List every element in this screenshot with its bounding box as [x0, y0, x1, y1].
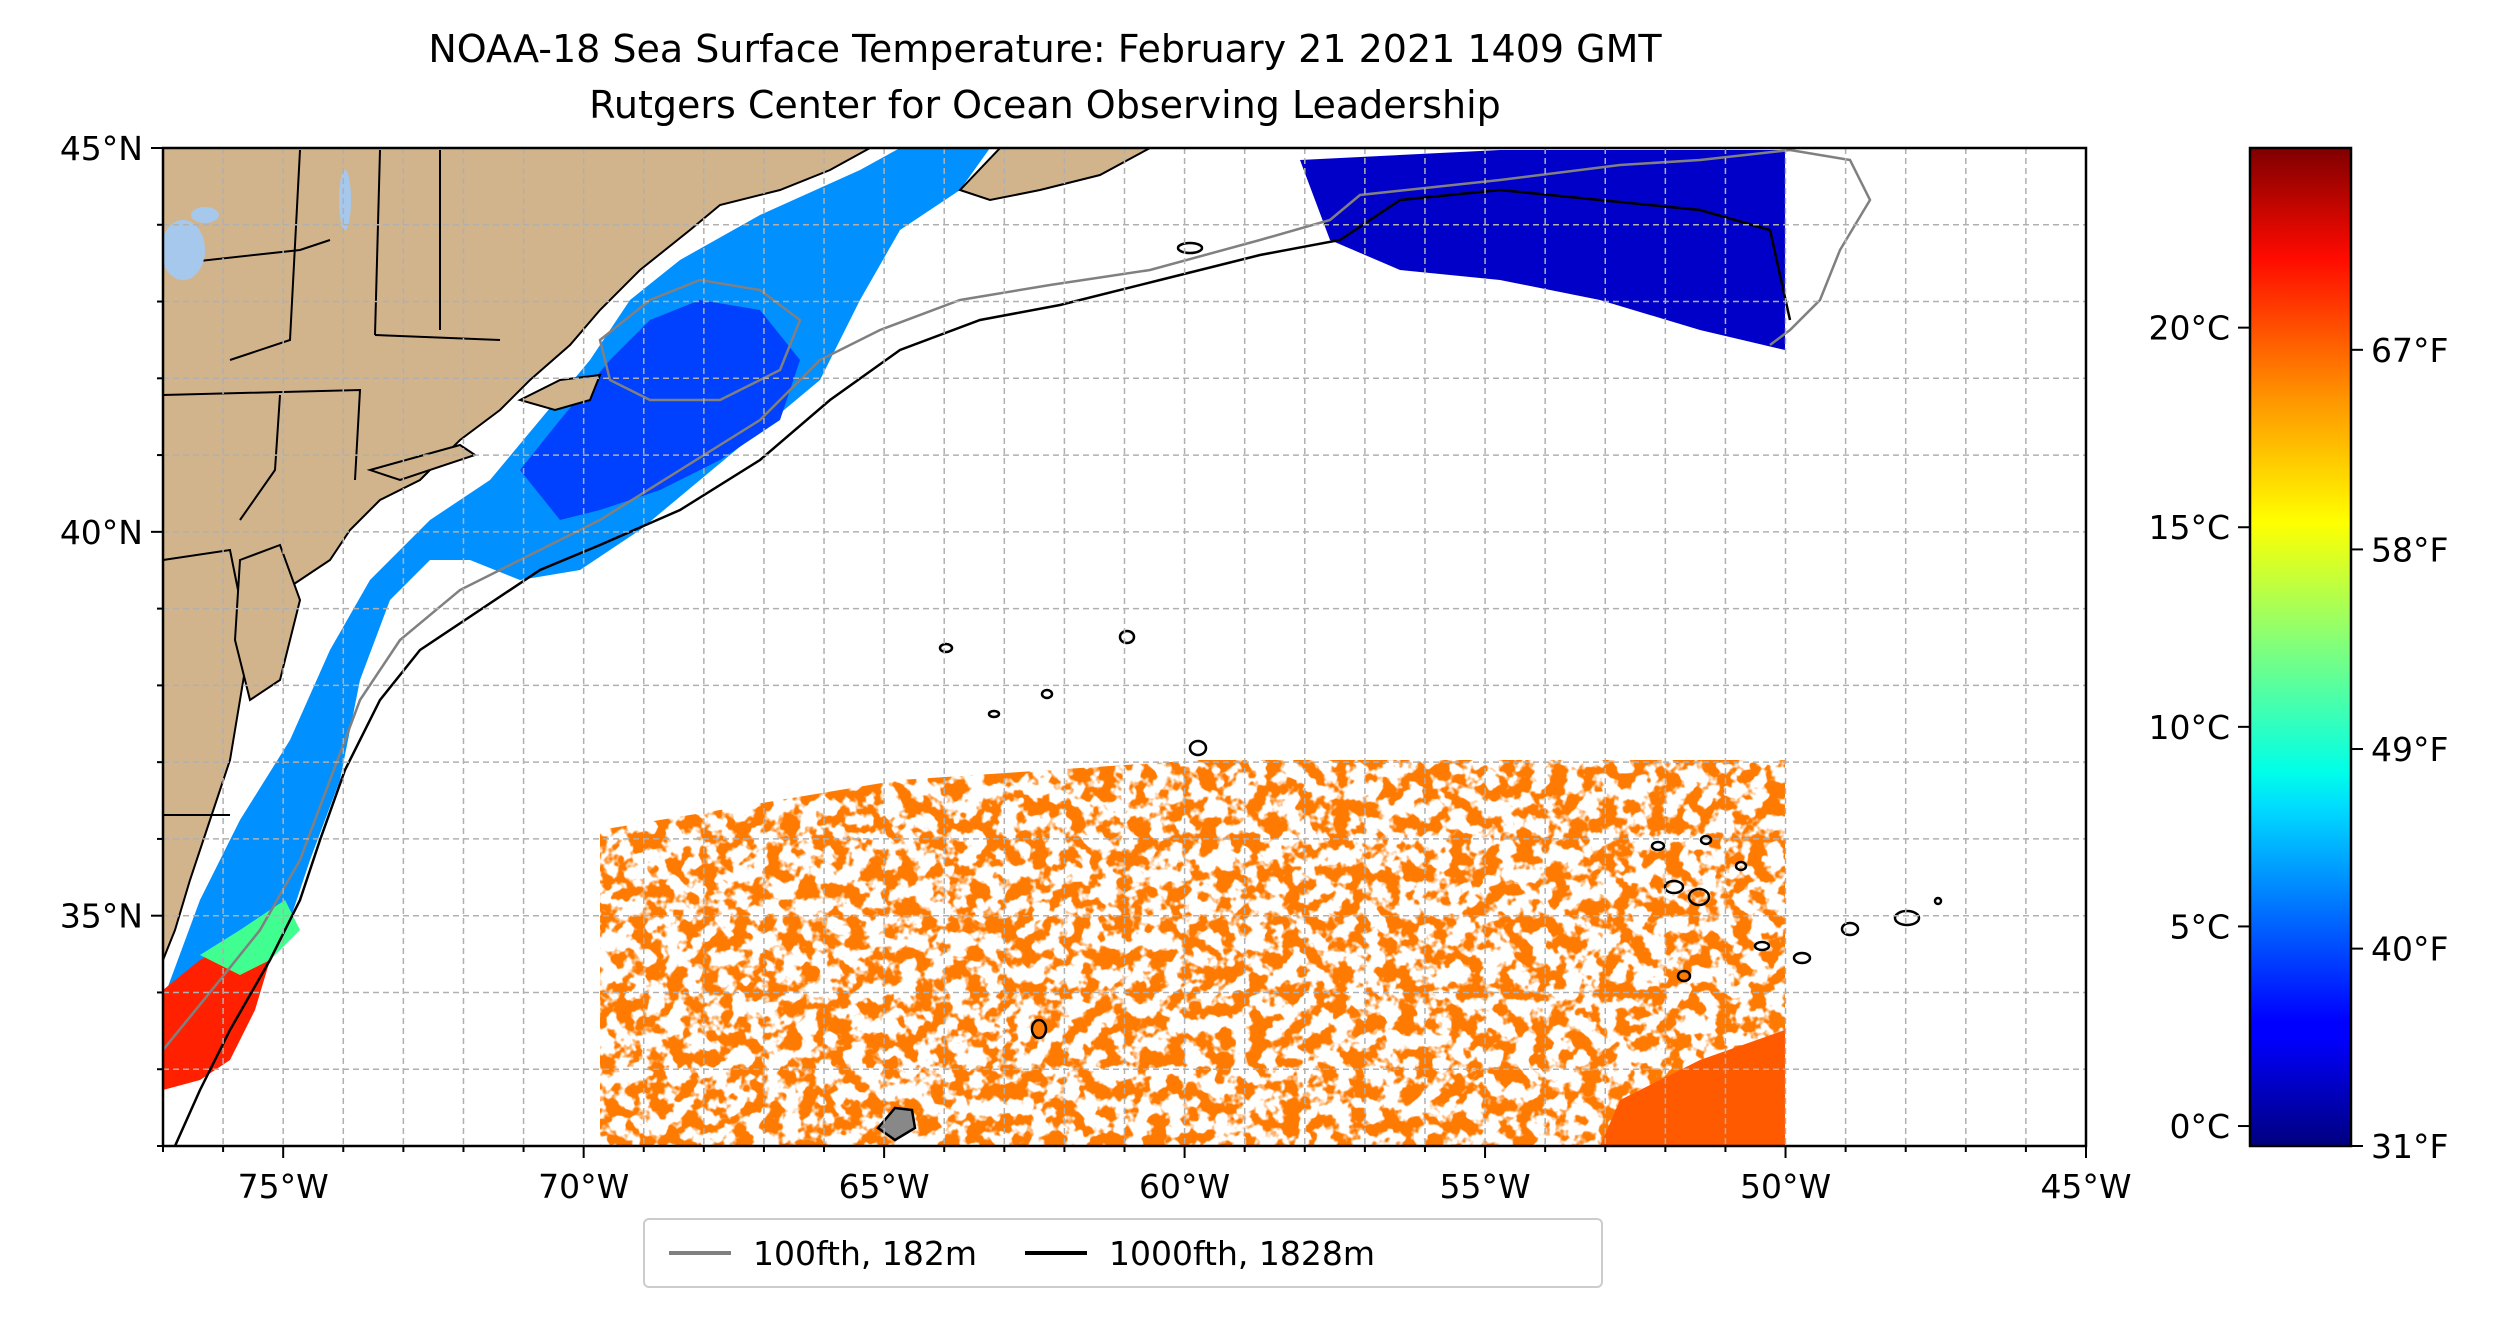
colorbar-fahrenheit-label: 40°F	[2371, 930, 2448, 969]
x-tick-label: 55°W	[1440, 1167, 1531, 1206]
x-tick-label: 65°W	[839, 1167, 930, 1206]
colorbar-fahrenheit-label: 49°F	[2371, 730, 2448, 769]
lakes	[163, 170, 351, 280]
sst-mid-band	[700, 450, 1785, 640]
isobath-1000fth	[173, 188, 1943, 1146]
land-cape-cod	[517, 373, 602, 412]
y-axis: 45°N 40°N 35°N	[60, 129, 163, 1147]
colorbar-celsius-label: 5°C	[2169, 907, 2230, 946]
y-tick-label: 45°N	[60, 129, 143, 168]
y-tick-label: 40°N	[60, 513, 143, 552]
sst-data-layer	[163, 148, 1785, 1146]
land-nova-scotia	[958, 148, 1151, 202]
sst-southeast-warm-patch	[1600, 1030, 1785, 1146]
colorbar-celsius-label: 20°C	[2148, 309, 2230, 348]
colorbar-celsius-label: 0°C	[2169, 1107, 2230, 1146]
contour-legend: 100fth, 182m 1000fth, 1828m	[643, 1218, 1603, 1288]
colorbar-celsius-label: 10°C	[2148, 708, 2230, 747]
sst-cape-cod-cold	[520, 300, 800, 520]
x-tick-label: 50°W	[1740, 1167, 1831, 1206]
state-borders	[163, 149, 501, 816]
x-tick-label: 60°W	[1139, 1167, 1230, 1206]
legend-item-100fth: 100fth, 182m	[669, 1234, 977, 1273]
chart-title: NOAA-18 Sea Surface Temperature: Februar…	[428, 27, 1662, 71]
sst-gulf-stream-nc	[163, 940, 270, 1090]
colorbar-celsius-label: 15°C	[2148, 508, 2230, 547]
x-tick-label: 70°W	[538, 1167, 629, 1206]
colorbar-frame	[2248, 146, 2353, 1148]
map-panel: 75°W 70°W 65°W 60°W 55°W 50°W 45°W 45°N 40°N 35°…	[60, 129, 2132, 1206]
colorbar-fahrenheit-axis: 31°F 40°F 49°F 58°F 67°F	[2351, 331, 2448, 1166]
colorbar: 0°C 5°C 10°C 15°C 20°C 31°F 40°F 49°F 58°F 67°F	[2148, 146, 2448, 1166]
x-tick-label: 75°W	[238, 1167, 329, 1206]
legend-label-100fth: 100fth, 182m	[753, 1233, 977, 1273]
colorbar-fahrenheit-label: 31°F	[2371, 1127, 2448, 1166]
y-tick-label: 35°N	[60, 897, 143, 936]
colorbar-fahrenheit-label: 58°F	[2371, 530, 2448, 569]
x-axis: 75°W 70°W 65°W 60°W 55°W 50°W 45°W	[162, 1146, 2132, 1206]
colorbar-fahrenheit-label: 67°F	[2371, 331, 2448, 370]
land-north-america	[163, 148, 871, 961]
sst-warm-gulfstream	[600, 760, 1785, 1146]
x-tick-label: 45°W	[2040, 1167, 2131, 1206]
colorbar-gradient	[2250, 148, 2351, 1146]
sst-north-cold-east	[1300, 150, 1785, 350]
legend-item-1000fth: 1000fth, 1828m	[1025, 1234, 1375, 1273]
colorbar-celsius-axis: 0°C 5°C 10°C 15°C 20°C	[2148, 309, 2250, 1146]
sst-nc-shelf-green	[200, 900, 300, 975]
legend-swatch-100fth	[669, 1251, 731, 1255]
chart-subtitle: Rutgers Center for Ocean Observing Leade…	[589, 83, 1501, 127]
legend-label-1000fth: 1000fth, 1828m	[1109, 1233, 1375, 1273]
gridlines	[163, 148, 2086, 1146]
legend-swatch-1000fth	[1025, 1251, 1087, 1255]
